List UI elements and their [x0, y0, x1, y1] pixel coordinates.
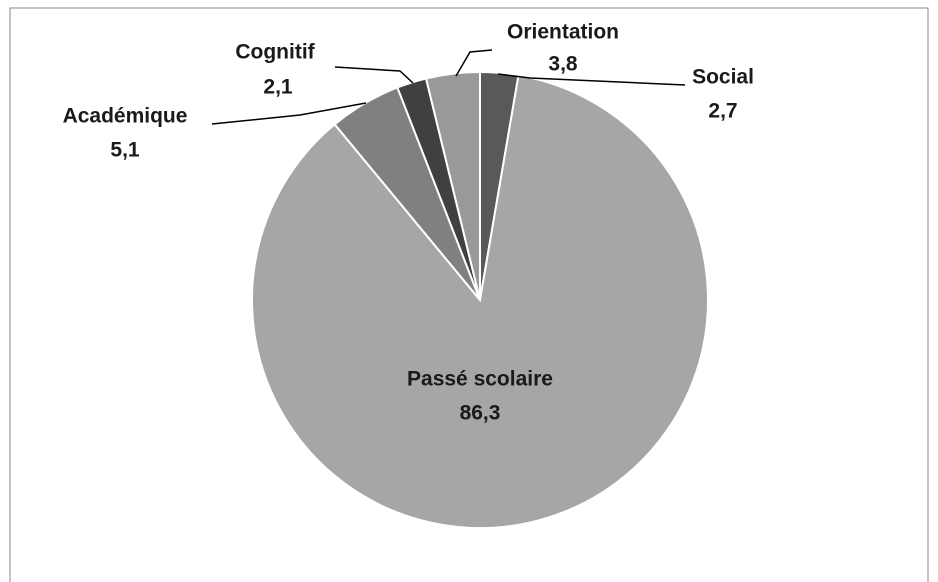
slice-label: Cognitif: [235, 41, 315, 64]
leader-line: [211, 102, 367, 125]
slice-label: Passé scolaire: [407, 368, 553, 391]
pie-slice: [424, 70, 481, 301]
slice-label: Académique: [63, 105, 188, 128]
leader-line: [334, 66, 414, 84]
value-label: 5,1: [110, 139, 140, 162]
value-label: 2,7: [708, 100, 737, 123]
leader-line: [455, 49, 493, 77]
slice-label: Social: [692, 66, 754, 89]
slice-label: Orientation: [507, 21, 619, 44]
value-label: 3,8: [548, 53, 578, 76]
leader-line: [497, 73, 686, 86]
value-label: 86,3: [460, 402, 501, 425]
value-label: 2,1: [263, 76, 293, 99]
pie-slice: [251, 74, 709, 529]
